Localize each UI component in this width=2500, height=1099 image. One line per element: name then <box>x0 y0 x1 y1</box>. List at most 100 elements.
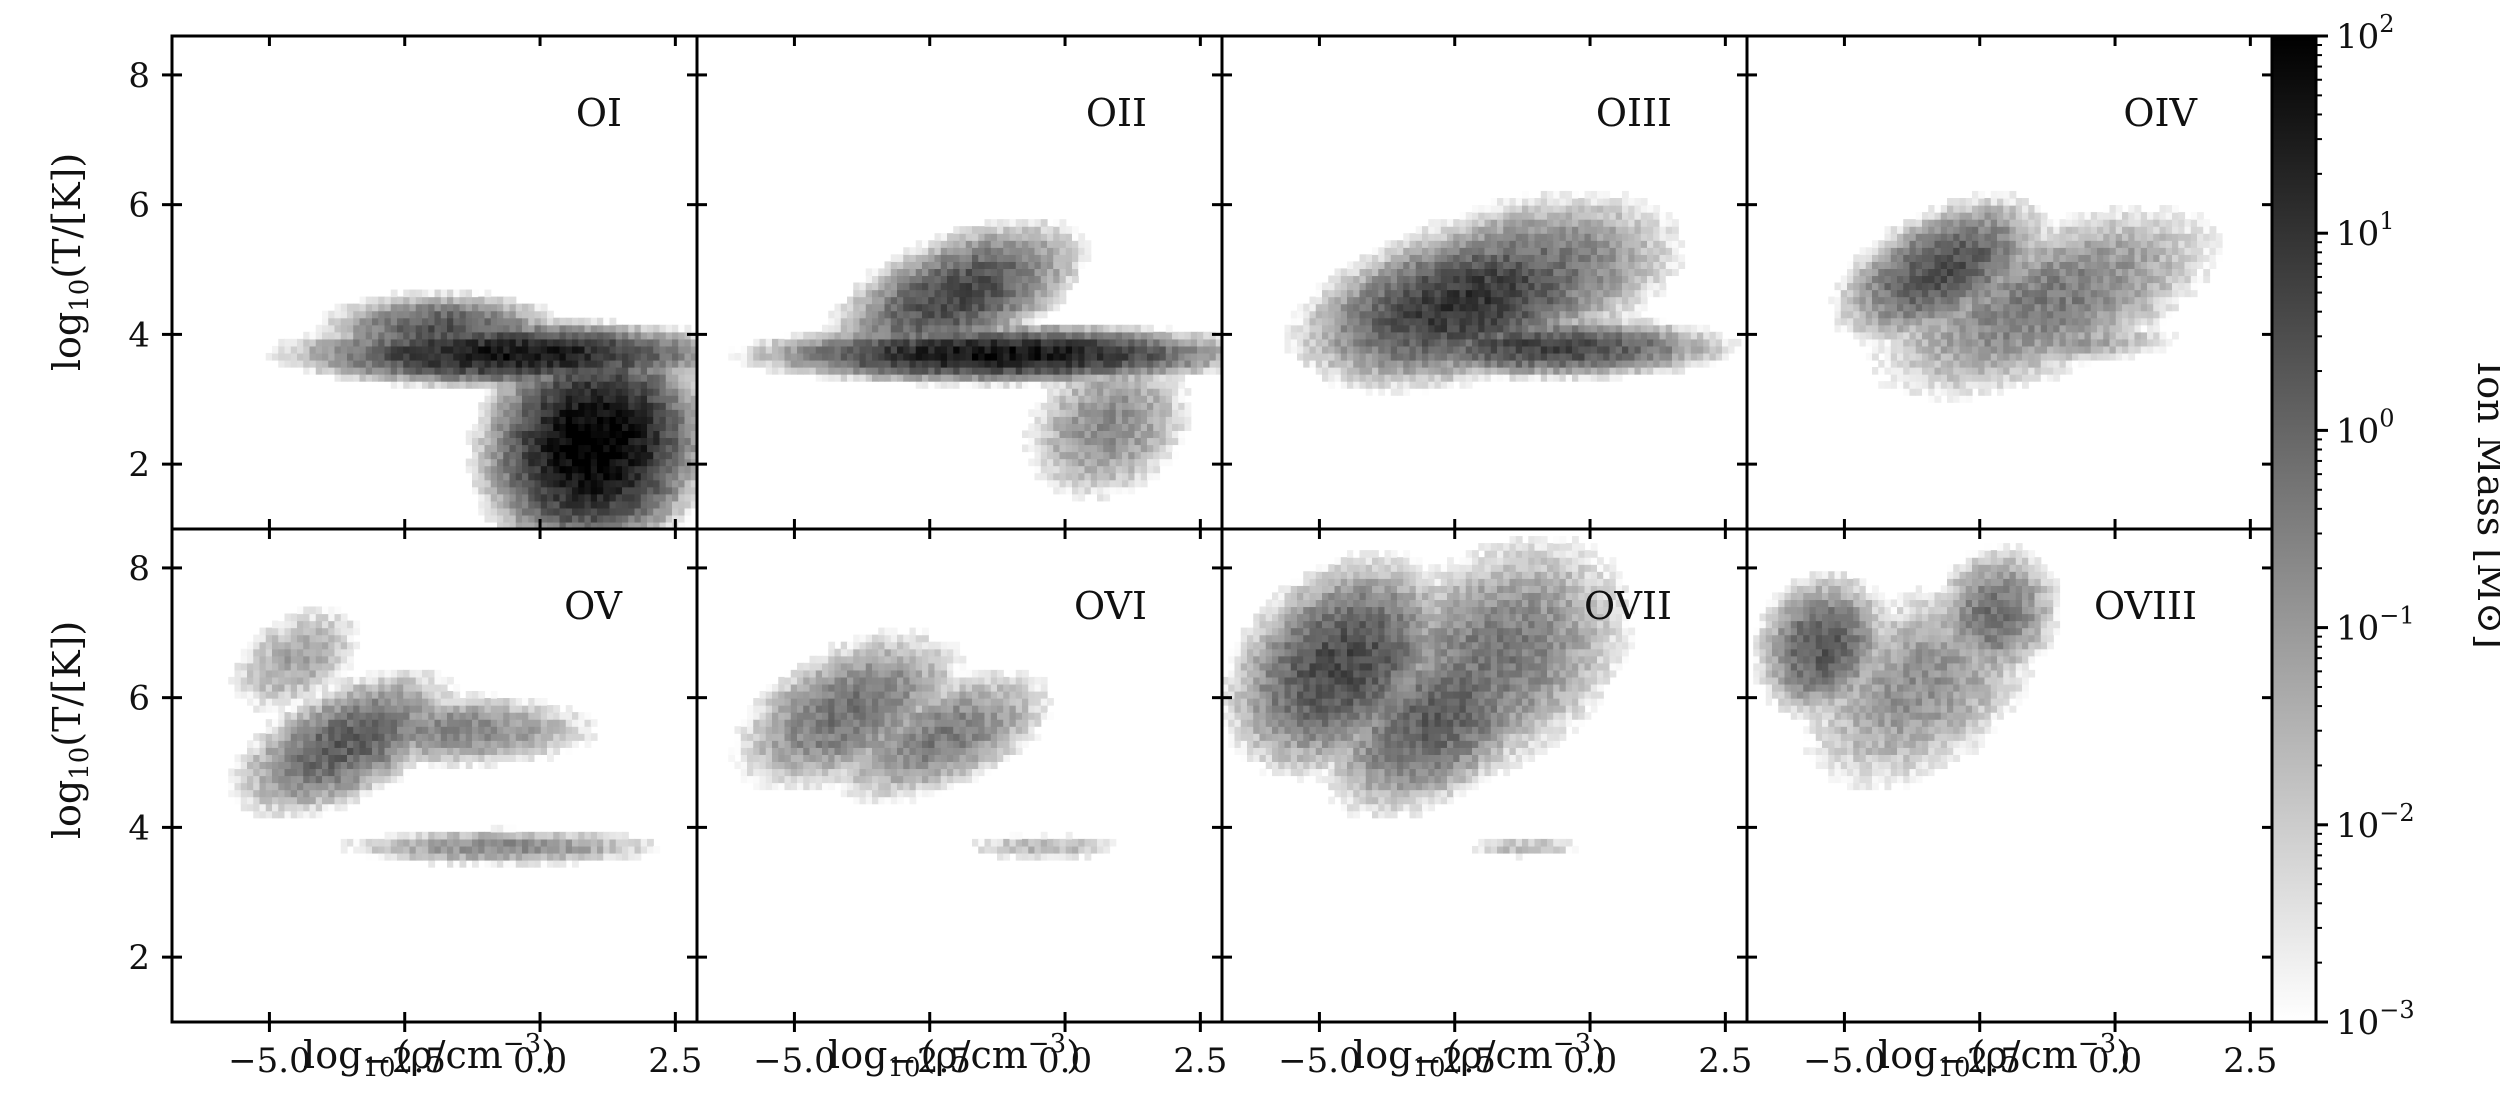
heatmap-cell <box>653 479 661 488</box>
heatmap-cell <box>390 345 398 354</box>
heatmap-cell <box>2009 317 2017 326</box>
heatmap-cell <box>628 338 636 347</box>
heatmap-cell <box>1115 352 1123 361</box>
heatmap-cell <box>1109 472 1117 481</box>
heatmap-cell <box>1409 345 1417 354</box>
heatmap-cell <box>328 338 336 347</box>
heatmap-cell <box>947 254 954 262</box>
heatmap-cell <box>1065 486 1073 495</box>
heatmap-cell <box>1647 268 1654 277</box>
heatmap-cell <box>1503 233 1511 241</box>
heatmap-cell <box>1959 310 1967 319</box>
heatmap-cell <box>1578 282 1586 291</box>
heatmap-cell <box>659 486 667 495</box>
heatmap-cell <box>1965 275 1973 284</box>
heatmap-cell <box>1953 233 1961 241</box>
heatmap-cell <box>1172 374 1179 382</box>
heatmap-cell <box>2022 367 2029 375</box>
heatmap-cell <box>359 359 367 368</box>
heatmap-cell <box>378 331 386 340</box>
heatmap-cell <box>1478 345 1486 354</box>
heatmap-cell <box>465 331 473 340</box>
heatmap-cell <box>1903 374 1911 382</box>
heatmap-cell <box>990 338 998 347</box>
heatmap-cell <box>1034 444 1042 453</box>
heatmap-cell <box>1947 324 1954 333</box>
heatmap-cell <box>1009 268 1017 277</box>
heatmap-cell <box>634 381 642 389</box>
heatmap-cell <box>1559 212 1567 220</box>
heatmap-cell <box>609 345 617 354</box>
heatmap-cell <box>1484 205 1492 213</box>
heatmap-cell <box>1865 289 1873 298</box>
heatmap-cell <box>1428 324 1436 333</box>
heatmap-cell <box>1959 338 1967 347</box>
heatmap-cell <box>1397 381 1404 389</box>
heatmap-cell <box>1647 233 1654 241</box>
heatmap-cell <box>528 423 536 431</box>
heatmap-cell <box>922 289 929 298</box>
heatmap-cell <box>2009 261 2017 270</box>
heatmap-cell <box>1903 233 1911 241</box>
heatmap-cell <box>1472 374 1479 382</box>
heatmap-cell <box>1122 444 1129 453</box>
heatmap-cell <box>1603 367 1611 375</box>
heatmap-cell <box>1397 275 1404 284</box>
heatmap-cell <box>584 374 592 382</box>
heatmap-cell <box>1453 367 1461 375</box>
heatmap-cell <box>1903 275 1911 284</box>
heatmap-cell <box>1628 317 1636 326</box>
heatmap-cell <box>1878 303 1886 312</box>
heatmap-cell <box>497 430 504 439</box>
heatmap-cell <box>1434 219 1442 227</box>
heatmap-cell <box>959 261 967 270</box>
heatmap-cell <box>597 493 604 502</box>
heatmap-cell <box>372 296 379 305</box>
heatmap-cell <box>622 324 629 333</box>
heatmap-cell <box>615 395 623 403</box>
heatmap-cell <box>1147 451 1154 460</box>
heatmap-cell <box>1134 444 1142 453</box>
heatmap-cell <box>1428 352 1436 361</box>
heatmap-cell <box>653 521 661 530</box>
heatmap-cell <box>665 352 673 361</box>
heatmap-cell <box>503 423 511 431</box>
heatmap-cell <box>378 367 386 375</box>
heatmap-cell <box>684 402 692 410</box>
heatmap-cell <box>1522 247 1529 255</box>
heatmap-cell <box>647 507 654 516</box>
heatmap-cell <box>1972 310 1979 319</box>
heatmap-cell <box>665 367 673 375</box>
heatmap-cell <box>1028 303 1036 312</box>
heatmap-cell <box>1365 338 1373 347</box>
heatmap-cell <box>1915 240 1923 248</box>
heatmap-cell <box>1597 317 1604 326</box>
heatmap-cell <box>953 296 961 305</box>
heatmap-cell <box>2003 247 2011 255</box>
heatmap-cell <box>1534 367 1542 375</box>
heatmap-cell <box>1947 240 1954 248</box>
heatmap-cell <box>497 486 504 495</box>
heatmap-cell <box>1603 338 1611 347</box>
heatmap-cell <box>1559 226 1567 234</box>
heatmap-cell <box>965 275 973 284</box>
heatmap-cell <box>1472 261 1479 270</box>
heatmap-cell <box>609 451 617 460</box>
heatmap-cell <box>1078 416 1086 424</box>
heatmap-cell <box>1984 226 1992 234</box>
heatmap-cell <box>1034 296 1042 305</box>
heatmap-cell <box>872 282 879 291</box>
heatmap-cell <box>547 514 554 523</box>
heatmap-cell <box>922 359 929 368</box>
heatmap-cell <box>1622 233 1629 241</box>
heatmap-cell <box>1665 324 1673 333</box>
heatmap-cell <box>572 437 579 446</box>
heatmap-cell <box>1384 254 1392 262</box>
heatmap-cell <box>353 345 361 354</box>
heatmap-cell <box>584 402 592 410</box>
heatmap-cell <box>1072 268 1079 277</box>
heatmap-cell <box>1115 409 1123 417</box>
heatmap-cell <box>1059 423 1067 431</box>
heatmap-cell <box>540 507 548 516</box>
heatmap-cell <box>478 486 486 495</box>
